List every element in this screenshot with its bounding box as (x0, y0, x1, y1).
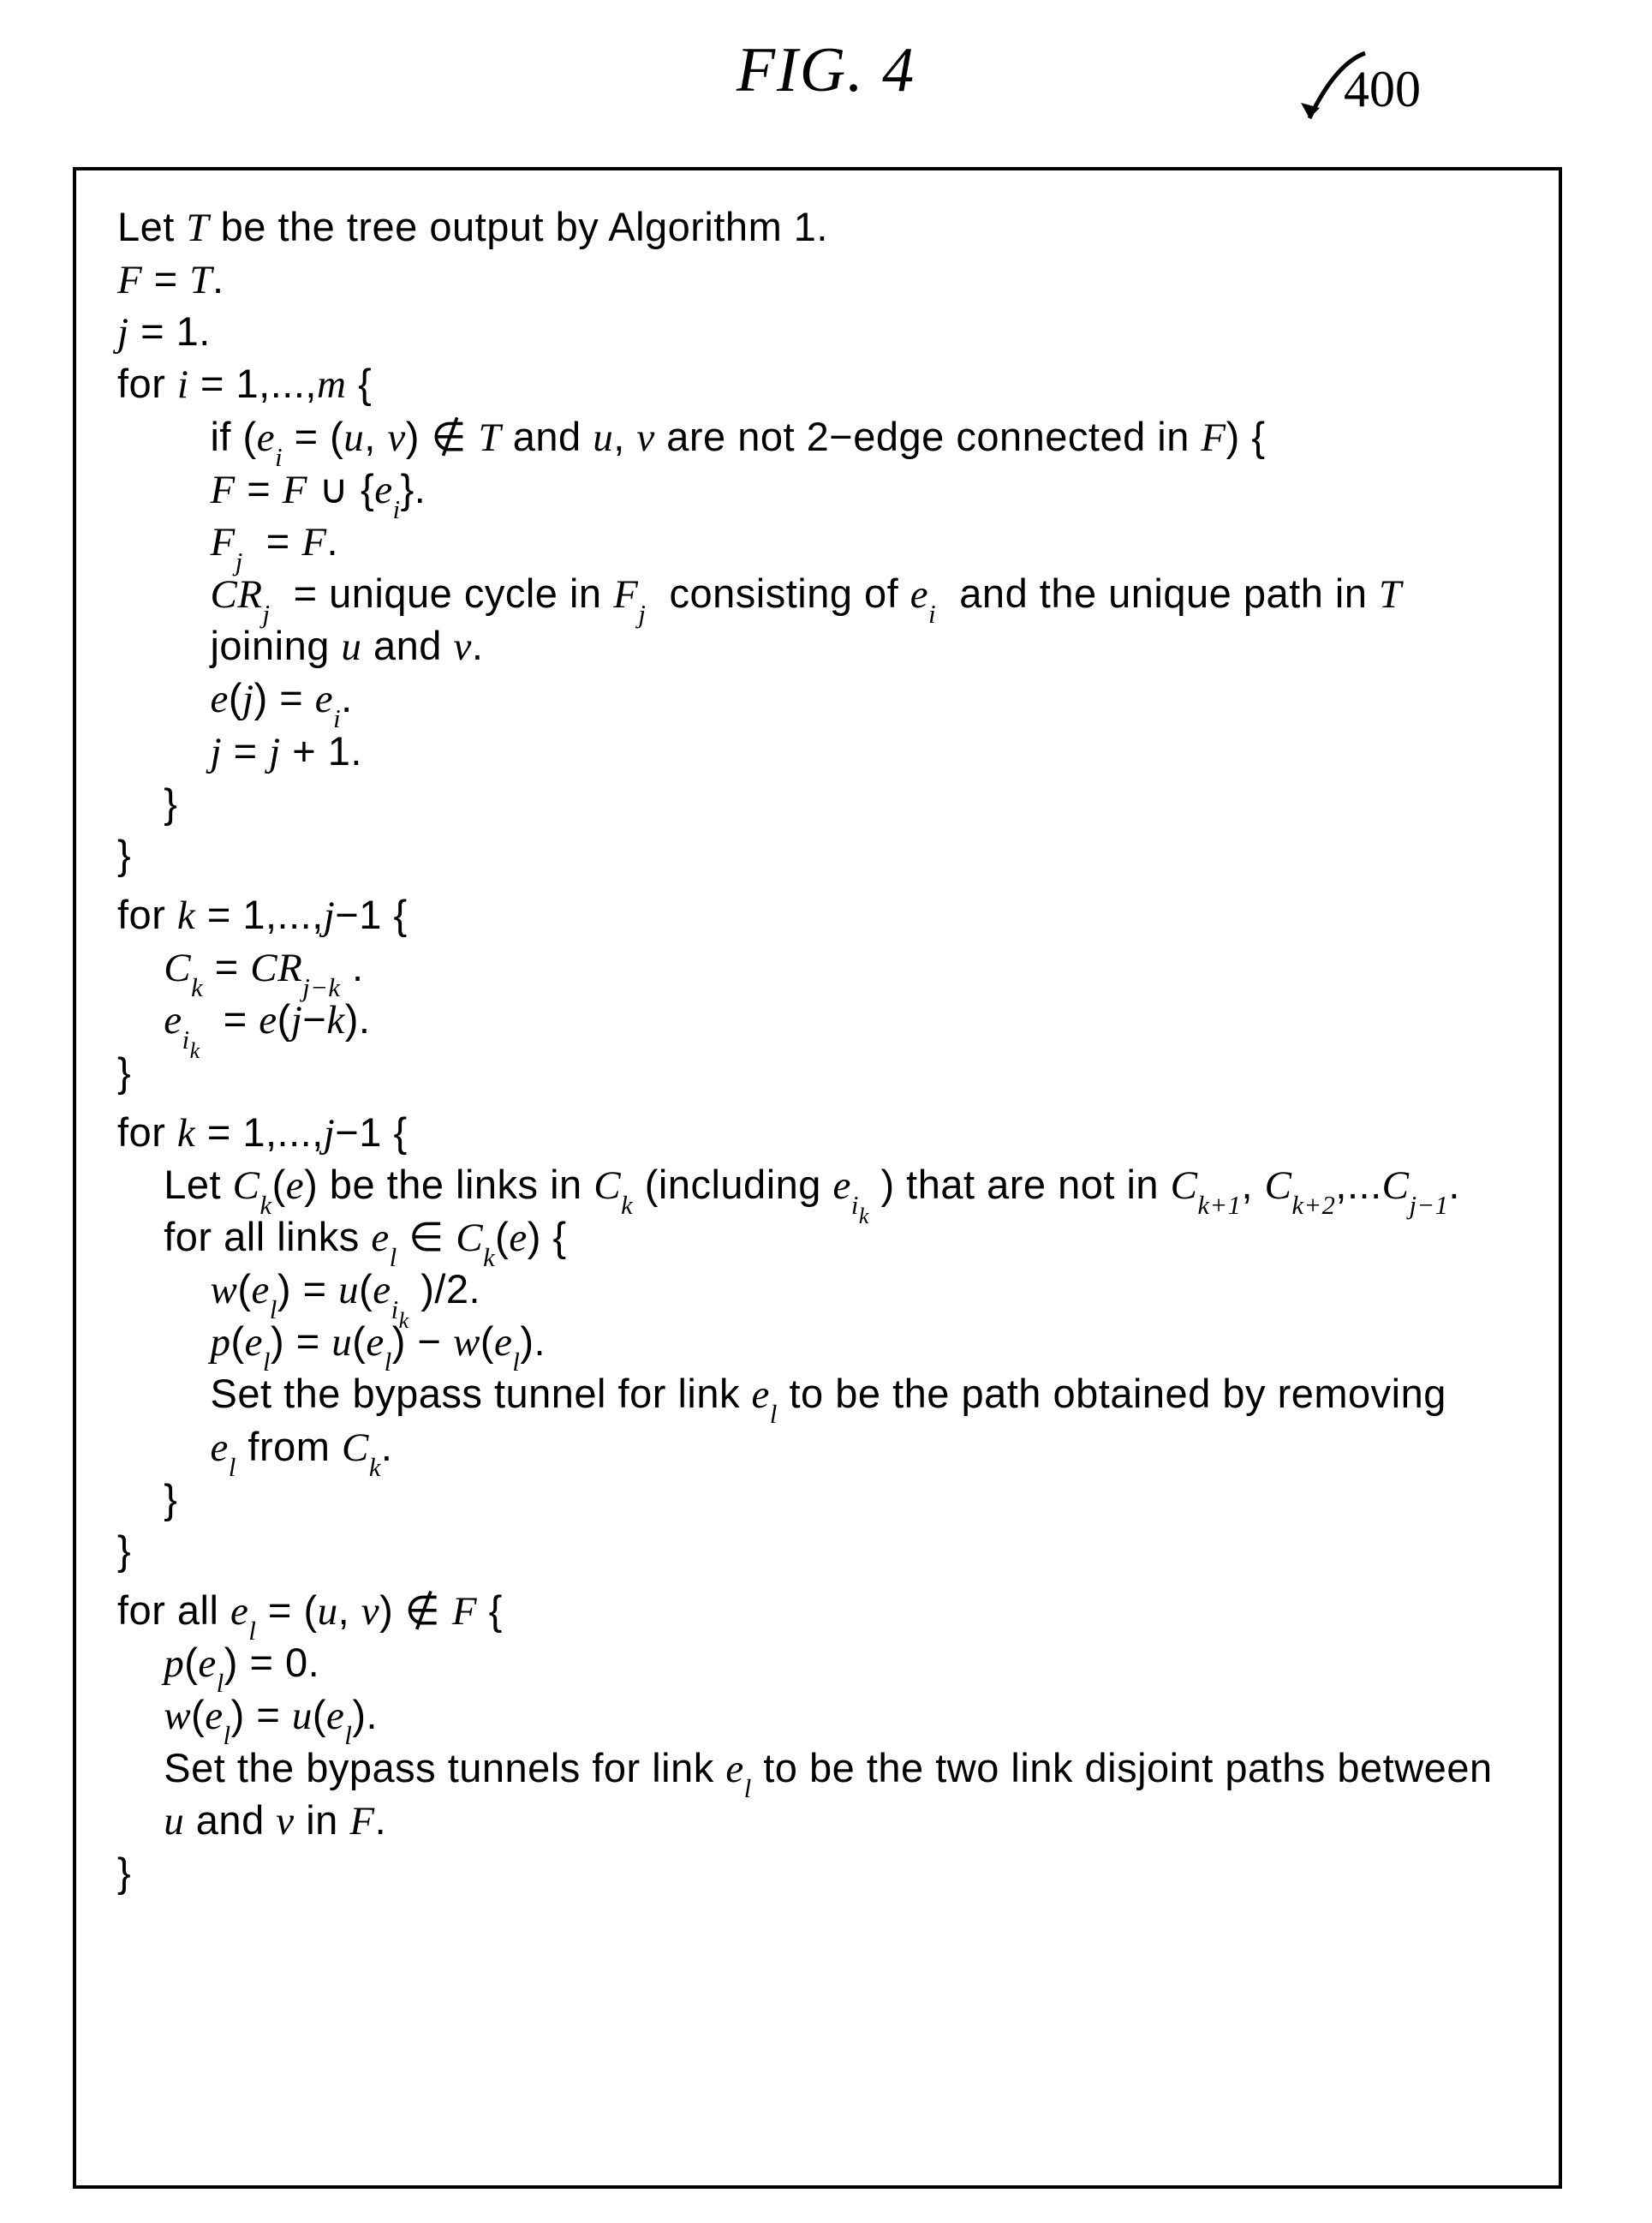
algo-line: Set the bypass tunnel for link el to be … (117, 1368, 1518, 1420)
algo-line: e(j) = ei. (117, 672, 1518, 725)
algo-line: } (117, 1525, 1518, 1576)
figure-number: 400 (1344, 60, 1421, 119)
algo-line: p(el) = u(el) − w(el). (117, 1316, 1518, 1368)
algo-line: } (117, 1047, 1518, 1098)
algo-line: if (ei = (u, v) ∉ T and u, v are not 2−e… (117, 411, 1518, 463)
algo-line: joining u and v. (117, 620, 1518, 672)
algo-line: Let T be the tree output by Algorithm 1. (117, 201, 1518, 254)
algo-line: F = F ∪ {ei}. (117, 463, 1518, 516)
algo-line: } (117, 778, 1518, 829)
algo-line: Set the bypass tunnels for link el to be… (117, 1742, 1518, 1795)
algorithm-box: Let T be the tree output by Algorithm 1.… (73, 167, 1562, 2189)
algo-line: w(el) = u(eik )/2. (117, 1264, 1518, 1316)
algo-line: el from Ck. (117, 1421, 1518, 1473)
algo-line: for all el = (u, v) ∉ F { (117, 1585, 1518, 1637)
algo-line: w(el) = u(el). (117, 1689, 1518, 1742)
algo-line: u and v in F. (117, 1795, 1518, 1847)
figure-page: FIG. 4 400 Let T be the tree output by A… (0, 0, 1652, 2223)
algo-line: for k = 1,...,j−1 { (117, 1107, 1518, 1159)
algo-line: j = 1. (117, 306, 1518, 358)
algo-line: p(el) = 0. (117, 1637, 1518, 1689)
algo-line: } (117, 829, 1518, 881)
algo-line: for i = 1,...,m { (117, 358, 1518, 410)
algo-line: for k = 1,...,j−1 { (117, 889, 1518, 941)
algo-line: CRj = unique cycle in Fj consisting of e… (117, 568, 1518, 620)
algo-line: Fj = F. (117, 516, 1518, 568)
algo-line: } (117, 1473, 1518, 1525)
algo-line: Ck = CRj−k . (117, 941, 1518, 994)
algo-line: F = T. (117, 254, 1518, 306)
algo-line: } (117, 1847, 1518, 1898)
algo-line: j = j + 1. (117, 726, 1518, 778)
algo-line: Let Ck(e) be the links in Ck (including … (117, 1159, 1518, 1211)
